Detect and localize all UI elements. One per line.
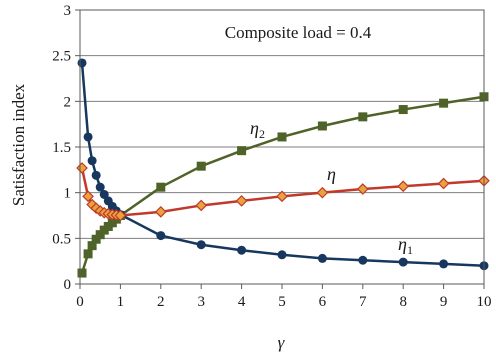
- data-point-circle: [317, 253, 327, 263]
- data-point-circle: [95, 182, 105, 192]
- x-tick-label: 7: [359, 294, 367, 310]
- data-point-diamond: [154, 205, 167, 218]
- data-point-circle: [99, 189, 109, 199]
- data-point-diamond: [195, 199, 208, 212]
- data-point-circle: [91, 170, 101, 180]
- data-point-diamond: [356, 183, 369, 195]
- data-point-circle: [156, 231, 166, 241]
- y-tick-label: 3: [64, 3, 72, 19]
- data-point-square: [196, 161, 206, 171]
- series-label-eta: η: [327, 164, 336, 184]
- series-markers: [76, 58, 490, 278]
- y-tick-label: 2: [64, 94, 72, 110]
- data-point-diamond: [114, 209, 127, 222]
- y-tick-label: 1: [64, 186, 72, 202]
- y-tick-labels: 0 0.5 1 1.5 2 2.5 3: [52, 3, 71, 293]
- data-point-square: [237, 146, 247, 156]
- series-label-eta1: η1: [398, 234, 413, 257]
- series-label-eta2: η2: [250, 118, 265, 141]
- x-tick-label: 0: [76, 294, 84, 310]
- y-tick-label: 2.5: [52, 49, 71, 65]
- data-point-square: [95, 230, 105, 240]
- data-point-circle: [87, 156, 97, 166]
- x-tick-labels: 0 1 2 3 4 5 6 7 8 9 10: [76, 294, 491, 310]
- x-tick-label: 8: [399, 294, 407, 310]
- data-point-diamond: [276, 190, 288, 203]
- data-point-circle: [398, 257, 408, 267]
- x-tick-label: 2: [157, 294, 165, 310]
- data-point-square: [439, 98, 449, 108]
- x-tick-label: 5: [278, 294, 286, 310]
- data-point-circle: [237, 245, 247, 255]
- data-point-square: [398, 105, 408, 115]
- data-point-square: [83, 249, 93, 259]
- data-point-square: [87, 241, 97, 251]
- data-point-square: [77, 268, 87, 278]
- x-tick-label: 1: [117, 294, 125, 310]
- data-point-circle: [358, 255, 368, 265]
- x-axis-title: γ: [278, 333, 286, 352]
- annotation-box: [200, 14, 400, 48]
- data-point-square: [156, 182, 166, 192]
- data-point-square: [91, 234, 101, 244]
- x-tick-label: 9: [440, 294, 448, 310]
- data-point-circle: [277, 250, 287, 260]
- data-point-diamond: [437, 177, 450, 190]
- data-point-square: [358, 112, 368, 122]
- data-point-diamond: [316, 186, 329, 199]
- x-tick-label: 10: [477, 294, 492, 310]
- plot-area-frame: [79, 9, 485, 285]
- y-tick-label: 0.5: [52, 231, 71, 247]
- data-point-diamond: [235, 195, 248, 207]
- y-tick-label: 0: [64, 277, 72, 293]
- data-point-square: [277, 132, 287, 142]
- data-point-diamond: [397, 180, 410, 193]
- data-point-circle: [77, 58, 87, 68]
- x-tick-label: 4: [238, 294, 246, 310]
- x-tick-label: 6: [319, 294, 327, 310]
- data-point-square: [317, 121, 327, 131]
- data-point-circle: [439, 259, 449, 269]
- data-point-circle: [196, 240, 206, 250]
- x-tick-label: 3: [197, 294, 205, 310]
- y-tick-label: 1.5: [52, 140, 71, 156]
- data-point-circle: [83, 132, 93, 142]
- data-point-diamond: [82, 190, 94, 203]
- y-axis-title: Satisfaction index: [9, 83, 28, 206]
- chart-annotation: Composite load = 0.4: [225, 23, 372, 42]
